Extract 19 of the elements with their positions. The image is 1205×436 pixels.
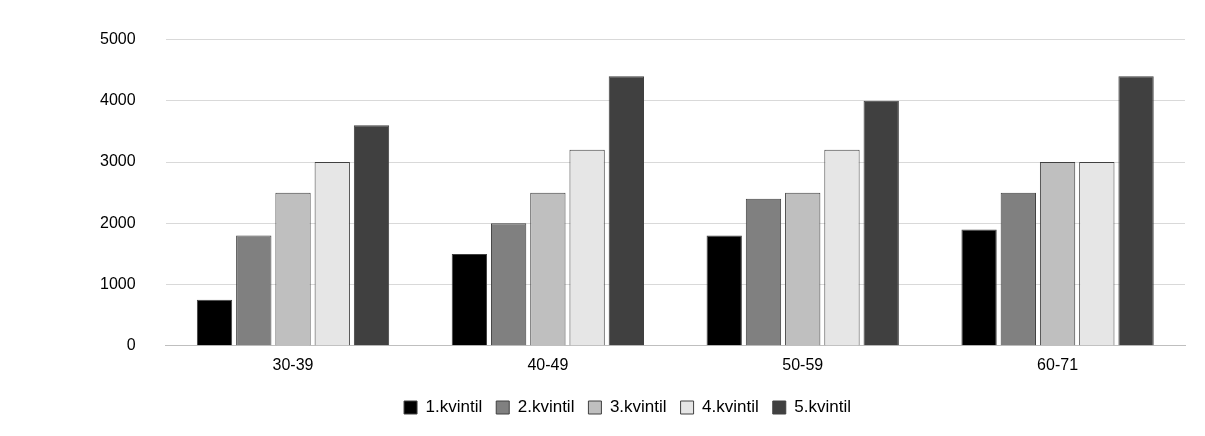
legend-label: 5.kvintil [794, 397, 851, 417]
legend-label: 1.kvintil [425, 397, 483, 417]
legend-label: 3.kvintil [609, 397, 667, 417]
y-tick-label: 0 [126, 336, 136, 354]
legend-label: 4.kvintil [702, 397, 759, 417]
y-tick-label: 3000 [100, 152, 136, 170]
y-tick-label: 2000 [100, 213, 136, 231]
y-tick-label: 1000 [100, 274, 136, 292]
bar [353, 125, 390, 346]
x-tick-label: 50-59 [782, 355, 824, 373]
bar [1118, 76, 1154, 346]
x-tick-label: 40-49 [527, 355, 569, 373]
bar [608, 76, 645, 346]
bar [863, 100, 899, 346]
x-tick-label: 30-39 [272, 355, 314, 373]
x-tick-label: 60-71 [1037, 355, 1079, 373]
legend-label: 2.kvintil [517, 397, 575, 417]
y-tick-label: 5000 [100, 30, 136, 48]
y-tick-label: 4000 [100, 91, 136, 109]
